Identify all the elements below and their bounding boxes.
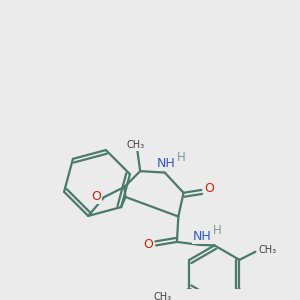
Text: O: O [91, 190, 101, 203]
Text: NH: NH [193, 230, 212, 243]
Text: CH₃: CH₃ [153, 292, 171, 300]
Text: NH: NH [157, 157, 176, 170]
Text: CH₃: CH₃ [127, 140, 145, 150]
Text: O: O [205, 182, 214, 195]
Text: H: H [177, 151, 186, 164]
Text: H: H [213, 224, 222, 237]
Text: O: O [143, 238, 153, 251]
Text: CH₃: CH₃ [259, 245, 277, 255]
